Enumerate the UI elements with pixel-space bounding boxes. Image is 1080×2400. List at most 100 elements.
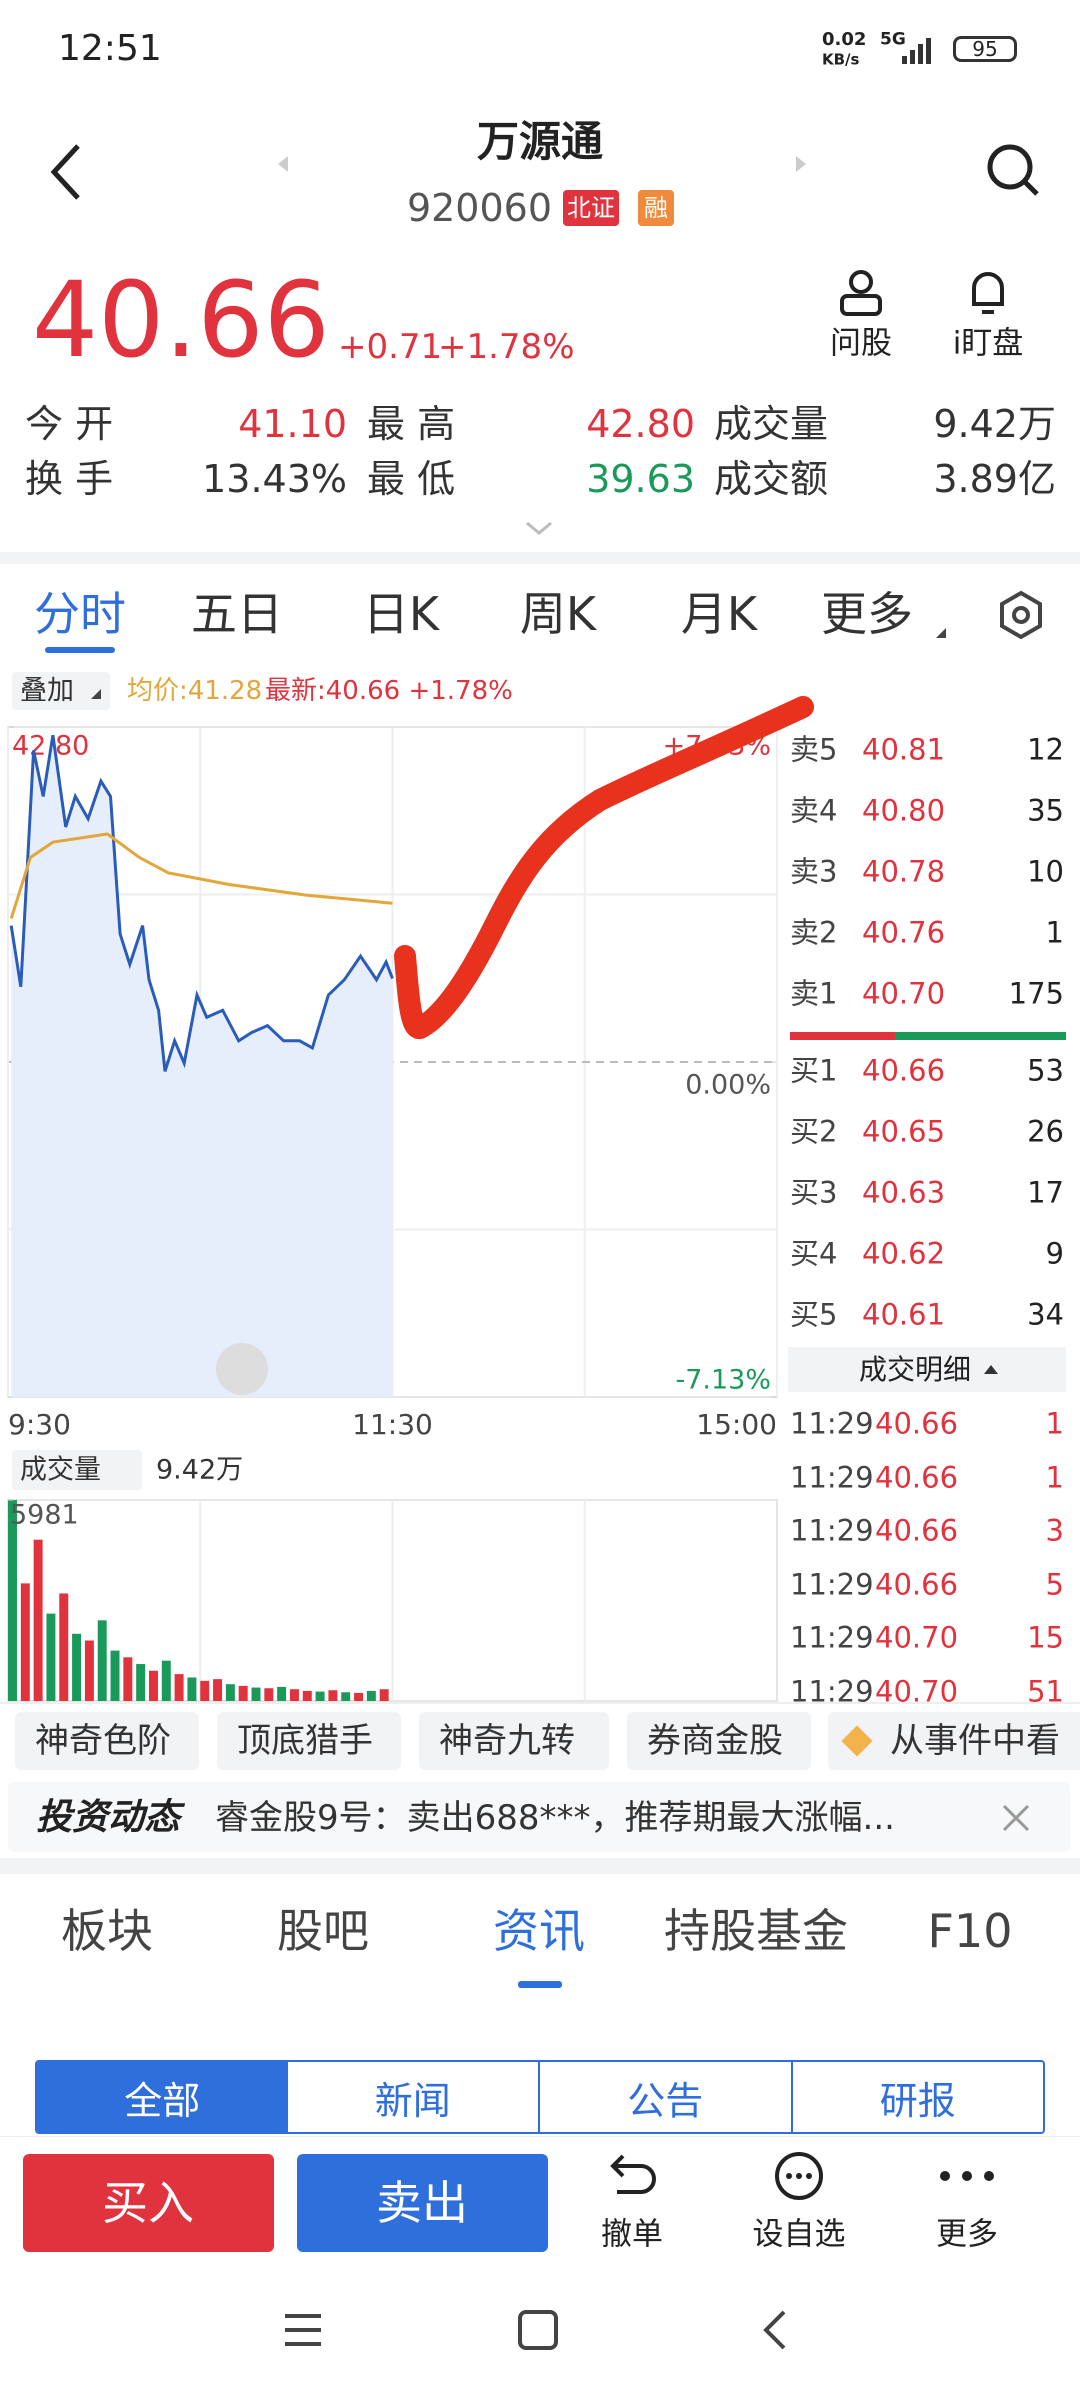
trade-volume: 51 — [1027, 1674, 1064, 1704]
back-button[interactable] — [46, 142, 86, 202]
trade-volume: 5 — [1045, 1567, 1064, 1602]
cancel-label[interactable]: 撤单 — [601, 2216, 663, 2253]
book-volume: 10 — [1027, 854, 1064, 889]
latest-price: 最新:40.66 +1.78% — [265, 676, 513, 706]
volume-bar — [46, 1613, 56, 1701]
tool-chip[interactable] — [217, 1712, 401, 1770]
book-label: 卖4 — [790, 793, 838, 828]
chart-tab[interactable]: 更多 — [821, 587, 913, 641]
avg-line — [9, 832, 393, 920]
watch-icon[interactable] — [968, 268, 1008, 316]
stat-value: 9.42万 — [933, 402, 1056, 446]
tool-row: 神奇色阶 顶底猎手 神奇九转 券商金股 从事件中看 — [0, 1710, 1080, 1772]
stat-value: 3.89亿 — [933, 457, 1056, 501]
sell-label[interactable]: 卖出 — [376, 2176, 468, 2230]
settings-button[interactable] — [996, 590, 1046, 640]
buy-label[interactable]: 买入 — [102, 2176, 194, 2230]
stat-value: 42.80 — [586, 402, 695, 446]
status-speed-unit: KB/s — [822, 50, 860, 69]
tool-chip[interactable] — [627, 1712, 811, 1770]
divider — [0, 552, 1080, 564]
info-tab[interactable]: 持股基金 — [664, 1904, 848, 1958]
chart-tab[interactable]: 周K — [519, 587, 597, 641]
trades-title[interactable]: 成交明细 — [858, 1353, 972, 1386]
ticker-text: 睿金股9号：卖出688***，推荐期最大涨幅... — [215, 1798, 895, 1838]
chart-tab[interactable]: 日K — [362, 587, 440, 641]
ticker[interactable] — [8, 1782, 1070, 1852]
stat-value: 39.63 — [586, 457, 695, 501]
trade-time: 11:29 — [790, 1406, 874, 1441]
trade-time: 11:29 — [790, 1674, 874, 1704]
watchlist-icon[interactable] — [773, 2150, 825, 2202]
tool-label[interactable]: 券商金股 — [647, 1721, 783, 1761]
segment[interactable]: 公告 — [538, 2062, 791, 2132]
volume-bar — [238, 1685, 248, 1701]
trade-price: 40.66 — [875, 1513, 959, 1548]
book-price: 40.70 — [862, 976, 946, 1011]
prev-stock[interactable] — [274, 154, 294, 174]
ask-icon[interactable] — [838, 268, 884, 316]
trade-volume: 1 — [1045, 1460, 1064, 1495]
x-tick-label: 11:30 — [352, 1408, 433, 1441]
segment[interactable]: 研报 — [790, 2062, 1044, 2132]
more-arrow[interactable] — [935, 627, 947, 639]
book-label: 买4 — [790, 1236, 838, 1271]
volume-bar — [123, 1657, 133, 1701]
chart-tab[interactable]: 分时 — [34, 587, 126, 641]
tool-label[interactable]: 顶底猎手 — [237, 1721, 373, 1761]
segment[interactable]: 全部 — [37, 2062, 288, 2132]
info-tab[interactable]: 资讯 — [493, 1904, 585, 1958]
info-tab[interactable]: 板块 — [61, 1904, 153, 1958]
trade-time: 11:29 — [790, 1567, 874, 1602]
handwritten-check — [394, 696, 814, 1039]
battery-level: 95 — [972, 37, 998, 61]
book-price: 40.62 — [862, 1236, 946, 1271]
tool-label[interactable]: 神奇九转 — [439, 1721, 575, 1761]
volume-bar — [225, 1684, 235, 1701]
trade-price: 40.66 — [875, 1406, 959, 1441]
expand-chevron[interactable] — [524, 520, 554, 536]
search-button[interactable] — [983, 140, 1043, 200]
tool-chip[interactable] — [15, 1712, 199, 1770]
trades-arrow — [984, 1365, 998, 1374]
cancel-icon[interactable] — [607, 2152, 659, 2200]
info-tab[interactable]: F10 — [927, 1904, 1013, 1958]
segment[interactable]: 新闻 — [374, 2078, 451, 2123]
stat-label: 最 高 — [367, 402, 456, 446]
ask-label[interactable]: 问股 — [830, 325, 892, 362]
tool-label[interactable]: 从事件中看 — [890, 1721, 1060, 1761]
book-label: 卖5 — [790, 732, 838, 767]
volume-bar — [341, 1692, 351, 1701]
y2-tick-label: -7.13% — [675, 1365, 771, 1396]
sell-button[interactable] — [297, 2154, 548, 2252]
overlay-button[interactable] — [12, 672, 110, 710]
nav-bar — [285, 2310, 786, 2350]
volume-bar — [161, 1660, 171, 1701]
close-button[interactable] — [1000, 1802, 1032, 1834]
book-label: 买2 — [790, 1114, 838, 1149]
next-stock[interactable] — [790, 154, 810, 174]
book-price: 40.63 — [862, 1175, 946, 1210]
price-line — [9, 734, 394, 1072]
watch-label[interactable]: i盯盘 — [952, 325, 1024, 362]
tool-chip[interactable] — [419, 1712, 609, 1770]
more-label[interactable]: 更多 — [936, 2216, 998, 2253]
volume-button[interactable] — [12, 1450, 142, 1490]
volume-title[interactable]: 成交量 — [20, 1454, 101, 1486]
book-volume: 26 — [1027, 1114, 1064, 1149]
chart-tab[interactable]: 月K — [680, 587, 758, 641]
more-icon[interactable] — [937, 2166, 997, 2186]
trades-header[interactable] — [788, 1347, 1066, 1392]
volume-bar — [302, 1690, 312, 1701]
tool-label[interactable]: 神奇色阶 — [35, 1721, 171, 1761]
status-speed: 0.02 — [822, 29, 867, 50]
volume-bar — [72, 1633, 82, 1701]
ticker-label: 投资动态 — [36, 1797, 181, 1838]
tab-underline — [518, 1981, 562, 1988]
volume-bar — [8, 1500, 17, 1701]
overlay-label[interactable]: 叠加 — [20, 675, 74, 707]
chart-tab[interactable]: 五日 — [191, 587, 283, 641]
info-tab[interactable]: 股吧 — [277, 1904, 369, 1958]
buy-button[interactable] — [23, 2154, 274, 2252]
watchlist-label[interactable]: 设自选 — [752, 2216, 846, 2253]
